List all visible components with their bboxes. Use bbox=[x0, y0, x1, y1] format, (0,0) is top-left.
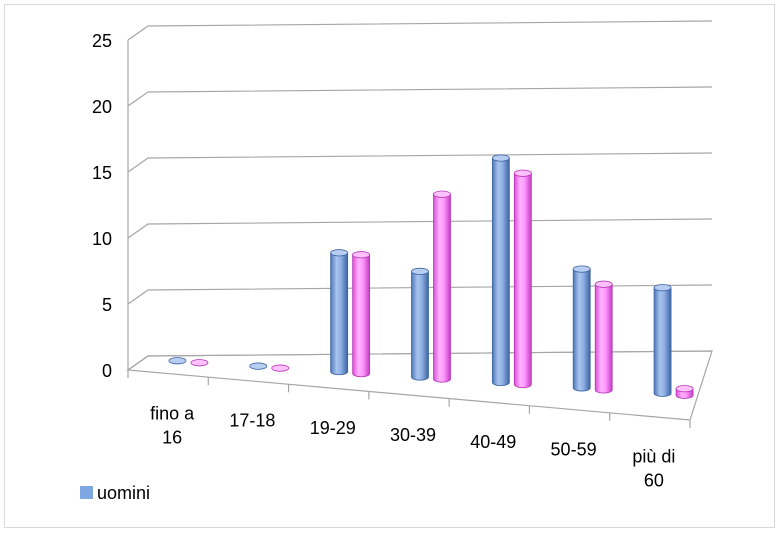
bar-series-2-3 bbox=[433, 190, 451, 383]
y-tick-label: 5 bbox=[102, 295, 112, 315]
legend-label-uomini: uomini bbox=[97, 483, 150, 503]
bar-series-2-1 bbox=[271, 364, 290, 372]
x-tick-label: più di 60 bbox=[632, 446, 675, 490]
bar-series-2-2 bbox=[352, 251, 371, 378]
x-tick-label: 19-29 bbox=[310, 418, 356, 438]
floor-outline bbox=[126, 350, 713, 421]
x-tick-label: 30-39 bbox=[390, 425, 436, 445]
x-tick-label: 40-49 bbox=[470, 432, 516, 452]
bar-uomini-6 bbox=[653, 284, 672, 397]
y-tick-label: 20 bbox=[92, 97, 112, 117]
bar-series-2-0 bbox=[190, 359, 209, 367]
bar-uomini-1 bbox=[249, 362, 268, 370]
axes bbox=[126, 40, 713, 428]
chart-frame bbox=[4, 4, 775, 528]
x-tick-label: fino a 16 bbox=[150, 404, 195, 448]
gridline bbox=[127, 20, 713, 41]
bar-uomini-0 bbox=[168, 357, 187, 365]
bar-uomini-3 bbox=[411, 267, 429, 381]
legend-swatch-uomini bbox=[80, 486, 93, 499]
bar-series-2-4 bbox=[513, 169, 532, 388]
x-tick-label: 50-59 bbox=[551, 439, 597, 459]
bar-series-2-6 bbox=[675, 385, 694, 399]
bars bbox=[168, 154, 694, 399]
y-tick-label: 15 bbox=[92, 163, 112, 183]
x-tick-label: 17-18 bbox=[229, 411, 275, 431]
gridline bbox=[127, 218, 713, 239]
gridline bbox=[127, 152, 713, 173]
bar-uomini-2 bbox=[330, 249, 349, 376]
bar-uomini-5 bbox=[572, 265, 591, 392]
y-tick-label: 0 bbox=[102, 361, 112, 381]
tick-labels: 0 5 10 15 20 25 fino a 16 17-18 19-29 30-39 40-49 50… bbox=[92, 31, 675, 490]
gridline bbox=[127, 86, 713, 107]
y-tick-label: 25 bbox=[92, 31, 112, 51]
bar-series-2-5 bbox=[594, 280, 613, 394]
y-tick-label: 10 bbox=[92, 229, 112, 249]
bar-uomini-4 bbox=[491, 154, 510, 386]
legend: uomini bbox=[80, 483, 150, 503]
